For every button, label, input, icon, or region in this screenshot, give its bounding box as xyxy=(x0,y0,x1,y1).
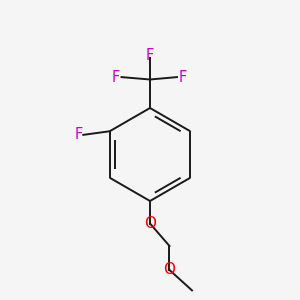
Text: F: F xyxy=(146,48,154,63)
Text: O: O xyxy=(164,262,175,278)
Text: F: F xyxy=(74,127,83,142)
Text: F: F xyxy=(112,70,120,85)
Text: F: F xyxy=(178,70,187,85)
Text: O: O xyxy=(144,216,156,231)
